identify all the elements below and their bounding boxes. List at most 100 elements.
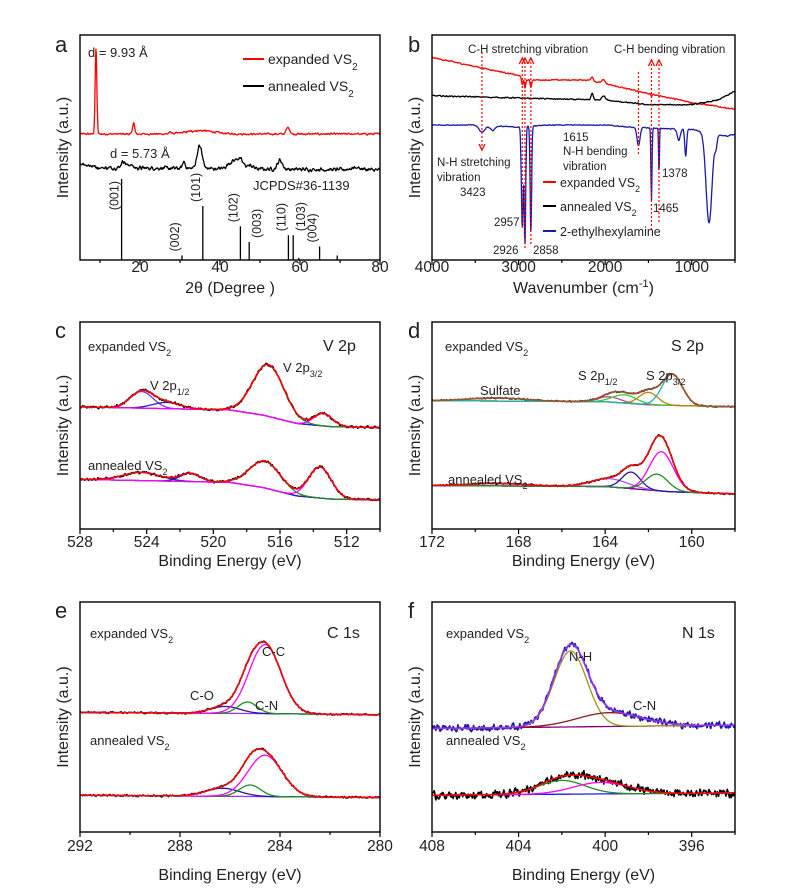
annotation: 1615: [563, 132, 589, 144]
fit-envelope-0: [432, 643, 735, 730]
y-axis-label: Intensity (a.u.): [55, 97, 72, 198]
arrow-up-icon: [527, 56, 535, 65]
label-subscript: 2: [168, 635, 173, 645]
reference-card-label: JCPDS#36-1139: [253, 178, 350, 193]
x-tick-label: 40: [211, 259, 229, 276]
label-subscript: 2: [164, 742, 169, 752]
annotation: S 2p1/2: [578, 368, 617, 387]
x-tick-label: 168: [506, 534, 532, 551]
data-curve-2: [432, 123, 735, 245]
label-text: 2858: [533, 245, 559, 257]
annotation: expanded VS2: [88, 339, 171, 358]
reference-hkl-label: (001): [108, 181, 122, 210]
fit-envelope-0: [80, 363, 380, 429]
label-subscript: 3/2: [673, 377, 686, 387]
data-curve-1: [80, 747, 380, 799]
fit-component-0-3: [80, 406, 380, 429]
panel-a: [79, 34, 381, 265]
label-text: 2957: [494, 217, 520, 229]
x-tick-label: 160: [679, 534, 705, 551]
y-axis-label: Intensity (a.u.): [407, 375, 424, 476]
x-axis-label: Binding Energy (eV): [158, 867, 301, 884]
reference-hkl-label: (004): [306, 213, 320, 242]
arrow-up-icon: [655, 58, 663, 67]
x-tick-label: 516: [267, 534, 293, 551]
label-subscript: 2: [524, 635, 529, 645]
annotation: d = 5.73 Å: [110, 146, 170, 161]
fit-component-0-2: [80, 643, 380, 716]
y-axis-label: Intensity (a.u.): [407, 97, 424, 198]
reference-hkl-label: (101): [189, 173, 203, 202]
label-text: S 2p: [671, 338, 704, 355]
legend-label: 2-ethylhexylamine: [560, 225, 661, 239]
plot-area: [432, 641, 735, 801]
y-axis-label: Intensity (a.u.): [55, 666, 72, 767]
fit-component-1-2: [80, 754, 380, 799]
reference-hkl-label: (110): [274, 203, 288, 231]
annotation: V 2p3/2: [283, 360, 322, 379]
x-tick-label: 2000: [588, 259, 623, 276]
annotation: V 2p1/2: [150, 378, 189, 397]
arrow-up-icon: [647, 58, 656, 67]
plot-area: [80, 640, 380, 799]
annotation: S 2p: [671, 338, 704, 355]
x-axis-label: 2θ (Degree ): [185, 280, 275, 297]
x-tick-label: 400: [592, 838, 618, 855]
label-text: V 2p: [150, 378, 177, 393]
annotation: N 1s: [682, 625, 715, 642]
label-subscript: 2: [523, 348, 528, 358]
label-subscript: 2: [166, 348, 171, 358]
x-axis-label: Wavenumber (cm-1): [513, 278, 654, 297]
label-text: C-H stretching vibration: [468, 44, 588, 56]
data-curve-1: [80, 144, 380, 173]
label-text: Sulfate: [480, 383, 520, 398]
label-text: C-C: [262, 644, 285, 659]
fit-envelope-0: [80, 641, 380, 716]
label-text: annealed VS: [446, 733, 521, 748]
label-text: 1465: [653, 203, 679, 215]
fit-envelope-0: [432, 373, 735, 408]
label-text: N-H: [569, 649, 592, 664]
label-text: annealed VS: [90, 733, 165, 748]
label-text: 2926: [493, 245, 519, 257]
annotation: C-C: [262, 644, 285, 659]
annotation: C-H stretching vibration: [468, 44, 588, 56]
legend-label: annealed VS2: [560, 200, 637, 218]
label-subscript: 2: [635, 184, 640, 194]
label-text: N-H stretching: [437, 157, 511, 169]
annotation: vibration: [437, 172, 480, 184]
panel-letter: f: [408, 598, 415, 623]
x-tick-label: 288: [167, 838, 193, 855]
label-text: vibration: [437, 172, 480, 184]
x-axis-label: Binding Energy (eV): [512, 867, 655, 884]
x-tick-label: 524: [134, 534, 160, 551]
annotation: 2957: [494, 217, 520, 229]
arrow-up-icon: [521, 56, 529, 65]
label-text: 1615: [563, 132, 589, 144]
label-text: C-N: [255, 698, 278, 713]
plot-frame: [431, 34, 736, 261]
label-text: N-H bending: [563, 146, 628, 158]
fit-envelope-1: [432, 434, 735, 495]
x-tick-label: 60: [291, 259, 309, 276]
label-text: C-N: [633, 698, 656, 713]
reference-hkl-label: (102): [226, 193, 240, 222]
annotation: expanded VS2: [446, 626, 529, 645]
panel-c: [79, 321, 381, 534]
plot-area: [80, 362, 380, 502]
annotation: V 2p: [323, 338, 356, 355]
fit-component-1-4: [432, 473, 735, 495]
x-tick-label: 396: [679, 838, 705, 855]
annotation: N-H bending: [563, 146, 628, 158]
x-tick-label: 408: [419, 838, 445, 855]
reference-hkl-label: (103): [294, 202, 308, 231]
plot-frame: [431, 321, 736, 530]
x-axis-label: Binding Energy (eV): [512, 553, 655, 570]
label-text: annealed VS: [268, 78, 348, 94]
annotation: 2926: [493, 245, 519, 257]
y-axis-label: Intensity (a.u.): [407, 666, 424, 767]
label-subscript: 1/2: [177, 387, 190, 397]
fit-envelope-1: [80, 748, 380, 799]
label-subscript: 2: [632, 208, 637, 218]
panel-b: [431, 34, 736, 265]
